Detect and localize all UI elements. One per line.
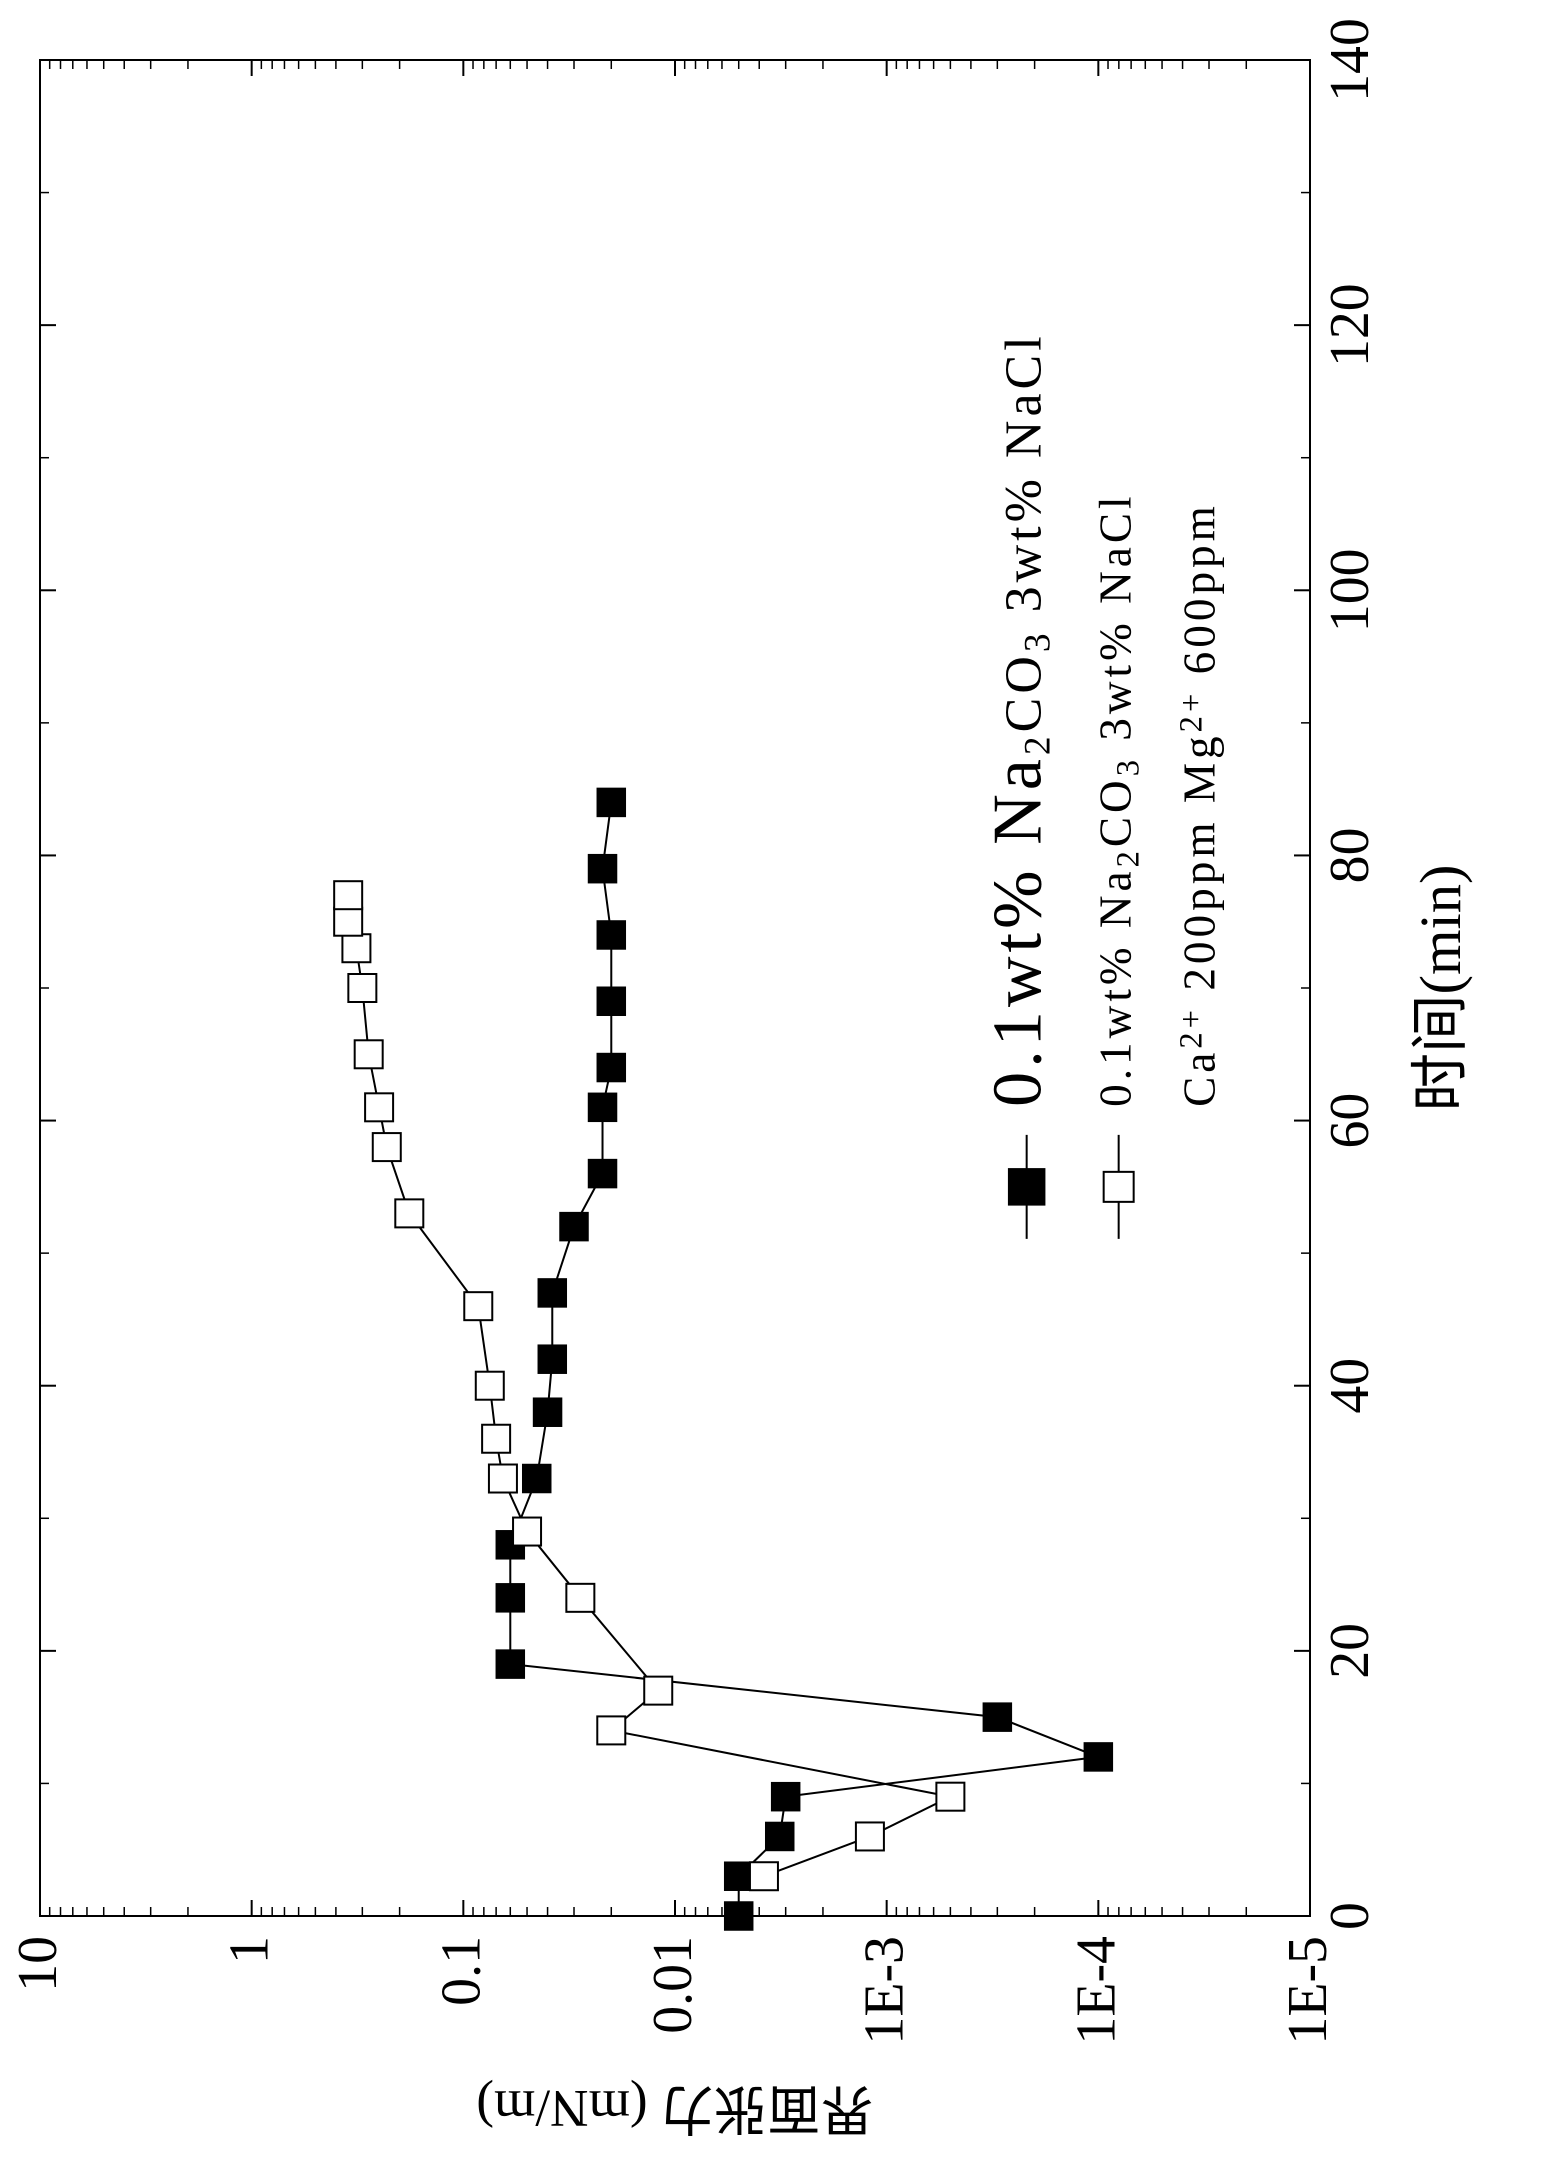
filled-marker <box>496 1650 524 1678</box>
filled-marker <box>589 1160 617 1188</box>
filled-marker <box>766 1822 794 1850</box>
filled-marker <box>538 1279 566 1307</box>
svg-text:0.1wt% Na2CO3 3wt% NaCl: 0.1wt% Na2CO3 3wt% NaCl <box>1091 492 1147 1106</box>
svg-text:0.1: 0.1 <box>430 1936 492 2006</box>
svg-text:120: 120 <box>1319 283 1381 367</box>
svg-text:1: 1 <box>219 1936 281 1964</box>
filled-marker <box>725 1902 753 1930</box>
svg-text:20: 20 <box>1319 1623 1381 1679</box>
open-marker <box>464 1292 492 1320</box>
open-marker <box>566 1584 594 1612</box>
svg-text:40: 40 <box>1319 1358 1381 1414</box>
open-marker <box>342 934 370 962</box>
svg-text:10: 10 <box>7 1936 69 1992</box>
filled-marker <box>597 1054 625 1082</box>
legend: 0.1wt% Na2CO3 3wt% NaCl 0.1wt% Na2CO3 3wt… <box>979 332 1225 1239</box>
open-marker <box>482 1425 510 1453</box>
filled-marker <box>534 1398 562 1426</box>
filled-marker <box>597 788 625 816</box>
svg-text:140: 140 <box>1319 18 1381 102</box>
open-marker <box>489 1465 517 1493</box>
svg-text:1E-5: 1E-5 <box>1277 1936 1339 2045</box>
open-marker <box>348 974 376 1002</box>
filled-marker <box>523 1465 551 1493</box>
filled-marker <box>1084 1743 1112 1771</box>
open-marker <box>395 1199 423 1227</box>
filled-marker <box>725 1862 753 1890</box>
open-marker <box>355 1040 383 1068</box>
filled-marker <box>597 921 625 949</box>
open-marker <box>365 1093 393 1121</box>
chart-svg: 0 20 40 60 80 100 120 140 时间(min) 1E-5 1E-4 1E-3 0.0… <box>0 0 1550 2176</box>
filled-marker <box>589 1093 617 1121</box>
filled-marker <box>772 1783 800 1811</box>
open-marker <box>334 908 362 936</box>
open-marker <box>597 1716 625 1744</box>
filled-marker <box>538 1345 566 1373</box>
open-marker <box>513 1518 541 1546</box>
svg-text:0: 0 <box>1319 1902 1381 1930</box>
open-marker <box>373 1133 401 1161</box>
filled-marker <box>589 855 617 883</box>
svg-text:0.1wt% Na2CO3 3wt% NaCl: 0.1wt% Na2CO3 3wt% NaCl <box>979 332 1059 1107</box>
open-marker <box>856 1822 884 1850</box>
y-axis-label: 界面张力 (mN/m) <box>476 2079 873 2138</box>
filled-marker <box>496 1584 524 1612</box>
svg-text:1E-4: 1E-4 <box>1065 1936 1127 2045</box>
filled-marker <box>983 1703 1011 1731</box>
open-marker <box>644 1677 672 1705</box>
open-marker <box>750 1862 778 1890</box>
svg-text:1E-3: 1E-3 <box>854 1936 916 2045</box>
filled-marker <box>560 1213 588 1241</box>
svg-text:100: 100 <box>1319 548 1381 632</box>
svg-text:60: 60 <box>1319 1093 1381 1149</box>
filled-marker <box>597 987 625 1015</box>
chart-container: 0 20 40 60 80 100 120 140 时间(min) 1E-5 1E-4 1E-3 0.0… <box>0 0 1550 2176</box>
open-marker <box>476 1372 504 1400</box>
open-marker <box>936 1783 964 1811</box>
svg-text:80: 80 <box>1319 827 1381 883</box>
svg-text:0.01: 0.01 <box>642 1936 704 2034</box>
svg-text:Ca2+ 200ppm Mg2+ 600ppm: Ca2+ 200ppm Mg2+ 600ppm <box>1173 502 1224 1107</box>
open-marker <box>334 881 362 909</box>
x-axis-label: 时间(min) <box>1408 864 1473 1111</box>
